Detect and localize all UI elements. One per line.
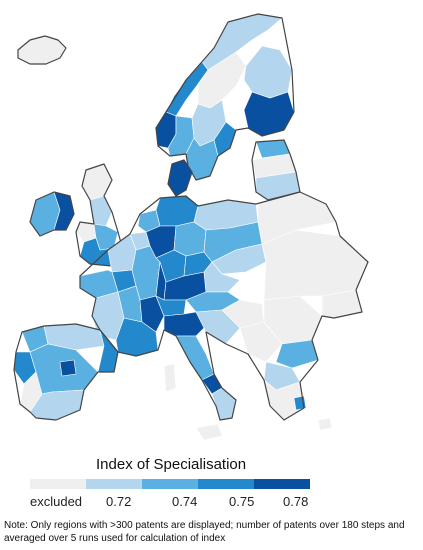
region-rhone-alpes xyxy=(139,295,165,333)
region-madrid xyxy=(59,359,77,377)
coastline-britain xyxy=(75,163,125,267)
coastline-continent xyxy=(79,191,369,421)
legend-label-072: 0.72 xyxy=(106,494,132,509)
footnote: Note: Only regions with >300 patents are… xyxy=(4,520,405,544)
legend-swatch-075 xyxy=(198,479,254,489)
legend-swatch-078 xyxy=(254,479,310,489)
legend-swatch-074 xyxy=(142,479,198,489)
europe-map xyxy=(13,13,369,441)
region-slovenia-croatia xyxy=(195,309,241,345)
region-ukraine xyxy=(261,229,369,301)
region-sicily xyxy=(195,423,223,441)
coastline-denmark xyxy=(167,159,193,197)
legend-label-078: 0.78 xyxy=(283,494,309,509)
legend-color-bar xyxy=(30,479,310,489)
region-cyprus-aegean xyxy=(317,417,333,431)
coastline-ireland xyxy=(29,191,75,237)
region-serbia xyxy=(239,321,283,363)
coastline-iberia xyxy=(13,323,119,421)
legend-labels: excluded 0.72 0.74 0.75 0.78 xyxy=(30,494,310,512)
legend-swatch-excluded xyxy=(30,479,86,489)
legend-swatch-072 xyxy=(86,479,142,489)
region-switzerland xyxy=(155,295,187,317)
choropleth-map xyxy=(13,13,369,441)
legend-label-075: 0.75 xyxy=(229,494,255,509)
legend-label-074: 0.74 xyxy=(172,494,198,509)
coastline-iceland xyxy=(17,35,67,65)
legend: Index of Specialisation excluded 0.72 0.… xyxy=(0,452,423,512)
legend-title: Index of Specialisation xyxy=(96,456,247,473)
coastline-scandinavia xyxy=(155,13,295,181)
legend-label-excluded: excluded xyxy=(30,494,83,509)
region-bulgaria xyxy=(275,339,319,369)
region-finland-north xyxy=(243,45,293,99)
region-sardinia xyxy=(163,363,177,393)
